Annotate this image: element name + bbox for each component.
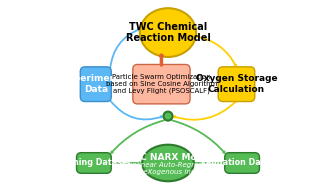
Ellipse shape [142, 145, 194, 181]
Text: TWC NARX Model: TWC NARX Model [124, 153, 212, 162]
Text: Particle Swarm Optimization
based on Sine Cosine Algorithm
and Levy Flight (PSOS: Particle Swarm Optimization based on Sin… [106, 74, 217, 94]
Ellipse shape [140, 8, 196, 57]
Text: (Nonlinear Auto-Regressive: (Nonlinear Auto-Regressive [120, 162, 216, 168]
FancyBboxPatch shape [133, 64, 190, 104]
Text: Oxygen Storage
Calculation: Oxygen Storage Calculation [196, 74, 277, 94]
Text: with eXogenous inputs): with eXogenous inputs) [126, 169, 210, 175]
FancyBboxPatch shape [77, 153, 111, 173]
Circle shape [164, 112, 172, 121]
FancyBboxPatch shape [80, 67, 111, 101]
Text: TWC Chemical
Reaction Model: TWC Chemical Reaction Model [126, 22, 210, 43]
Text: Validation Dataset: Validation Dataset [200, 159, 284, 167]
FancyBboxPatch shape [218, 67, 255, 101]
Text: Training Dataset: Training Dataset [56, 159, 131, 167]
Text: Experimental
Data: Experimental Data [62, 74, 130, 94]
FancyBboxPatch shape [225, 153, 259, 173]
